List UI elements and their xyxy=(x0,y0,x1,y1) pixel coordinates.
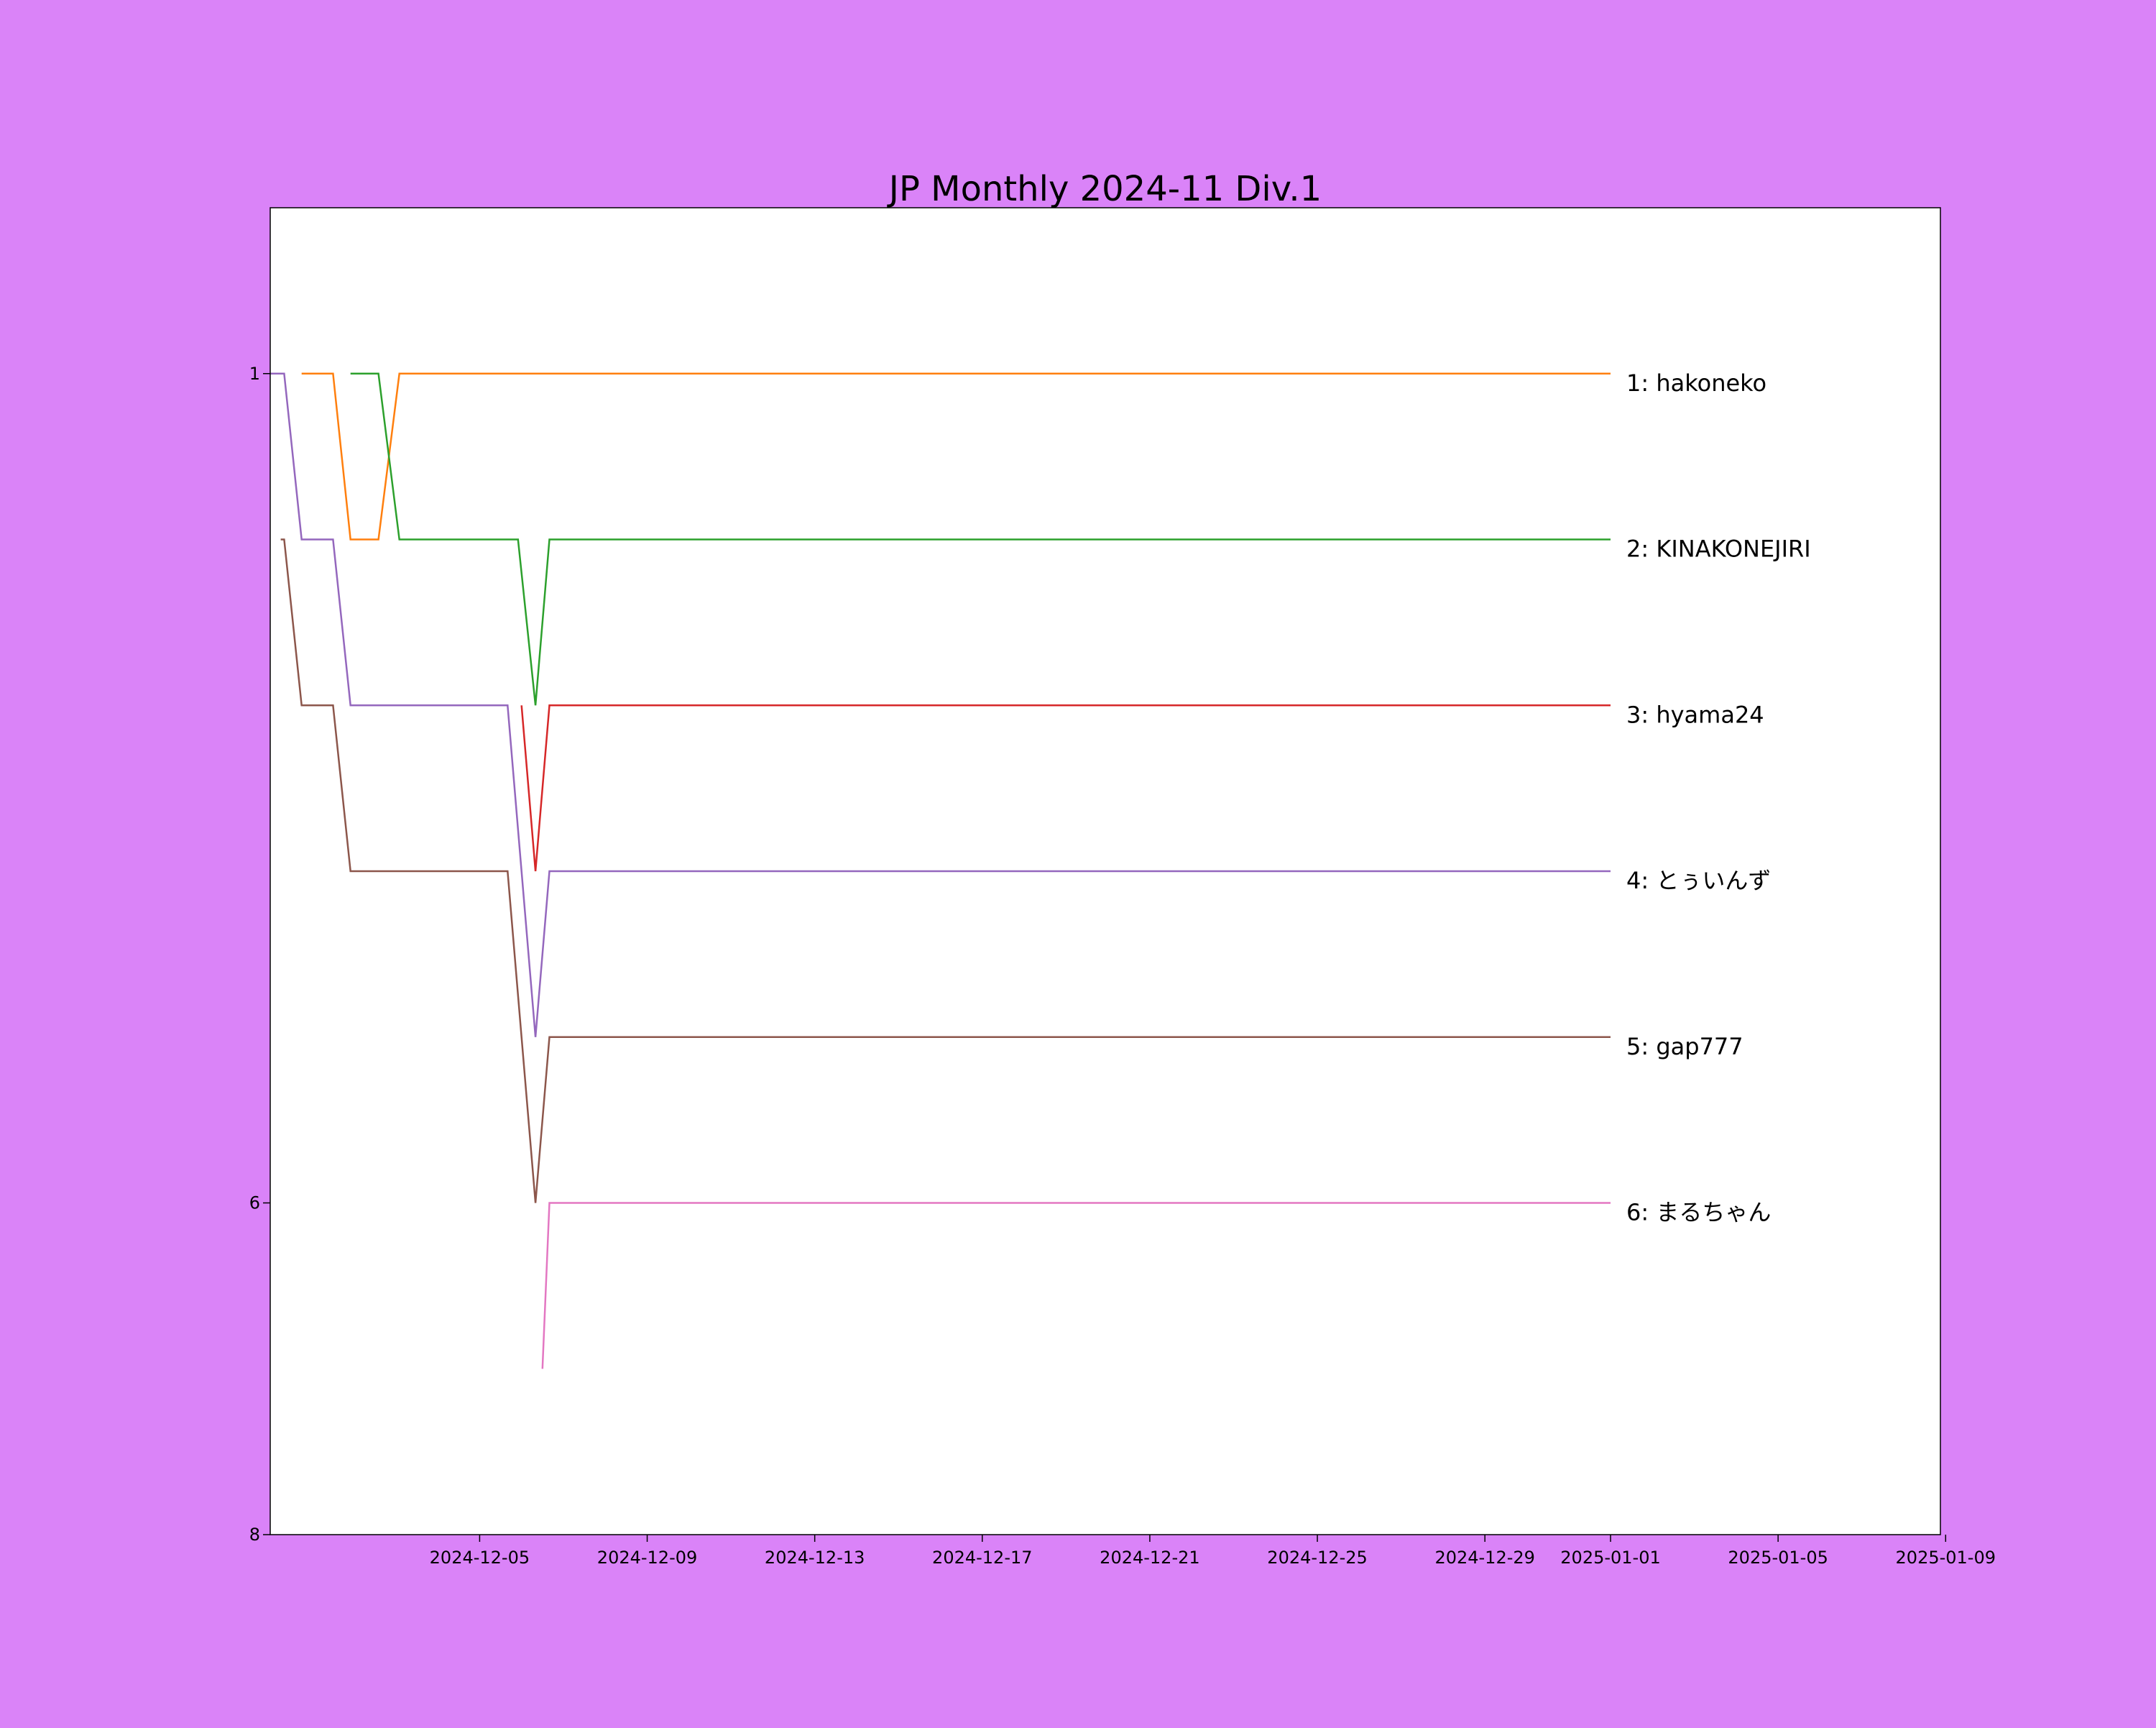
series-end-label: 6: まるちゃん xyxy=(1626,1199,1771,1226)
chart-title: JP Monthly 2024-11 Div.1 xyxy=(887,169,1322,209)
series-end-label: 4: とぅいんず xyxy=(1626,867,1771,894)
series-line xyxy=(270,372,1611,1037)
series-end-label: 3: hyama24 xyxy=(1626,701,1764,728)
x-tick-label: 2025-01-01 xyxy=(1560,1548,1660,1568)
series-line xyxy=(541,1202,1611,1369)
series-line xyxy=(520,704,1611,872)
x-tick-label: 2024-12-05 xyxy=(430,1548,530,1568)
x-tick-label: 2024-12-09 xyxy=(597,1548,697,1568)
x-tick-label: 2025-01-05 xyxy=(1728,1548,1828,1568)
series-end-label: 2: KINAKONEJIRI xyxy=(1626,536,1811,563)
x-tick-label: 2024-12-13 xyxy=(765,1548,865,1568)
x-tick-label: 2024-12-21 xyxy=(1100,1548,1199,1568)
y-axis: 1 6 8 xyxy=(249,364,270,1545)
x-tick-label: 2024-12-29 xyxy=(1434,1548,1534,1568)
x-axis: 2024-12-05 2024-12-09 2024-12-13 2024-12-17… xyxy=(430,1535,1996,1568)
y-tick-label: 6 xyxy=(249,1193,260,1213)
series-line xyxy=(280,538,1611,1203)
series-end-label: 5: gap777 xyxy=(1626,1033,1743,1060)
x-tick-label: 2025-01-09 xyxy=(1896,1548,1996,1568)
series-line xyxy=(350,372,1611,706)
series-line xyxy=(301,372,1611,541)
series-label-group: 1: hakoneko 2: KINAKONEJIRI 3: hyama24 4: と… xyxy=(1626,369,1811,1226)
series-end-label: 1: hakoneko xyxy=(1626,369,1766,397)
series-group xyxy=(270,372,1611,1369)
y-tick-label: 8 xyxy=(249,1525,260,1545)
plot-frame xyxy=(270,207,1941,1535)
y-tick-label: 1 xyxy=(249,364,260,384)
x-tick-label: 2024-12-25 xyxy=(1267,1548,1367,1568)
x-tick-label: 2024-12-17 xyxy=(932,1548,1032,1568)
